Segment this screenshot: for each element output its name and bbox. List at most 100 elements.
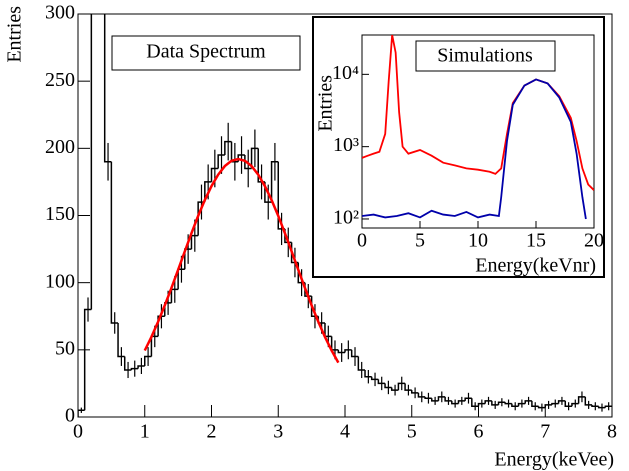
x-tick-label: 20 <box>584 230 604 252</box>
histogram-bin <box>597 406 606 409</box>
x-tick-label: 0 <box>357 230 367 252</box>
histogram-bin <box>110 161 119 324</box>
x-tick-label: 7 <box>540 421 550 443</box>
histogram-bin <box>384 383 392 389</box>
histogram-bin <box>224 140 232 156</box>
histogram-bin <box>511 403 519 408</box>
y-tick-label: 50 <box>55 337 75 359</box>
histogram-bin <box>270 161 279 203</box>
chart-title: Data Spectrum <box>146 41 266 63</box>
y-axis-title: Entries <box>4 6 26 63</box>
histogram-bin <box>377 379 386 385</box>
histogram-bin <box>431 398 439 402</box>
inset-title-box <box>415 40 556 72</box>
histogram-bin <box>103 14 112 163</box>
histogram-bin <box>444 396 452 402</box>
histogram-bin <box>604 405 612 408</box>
histogram-bin <box>357 356 366 371</box>
histogram-bin <box>537 406 546 409</box>
histogram-bin <box>390 387 399 391</box>
histogram-bin <box>404 383 412 391</box>
x-tick-label: 8 <box>607 421 617 443</box>
y-tick-label: 150 <box>45 203 75 225</box>
histogram-bin <box>497 401 506 405</box>
histogram-bin <box>78 409 85 417</box>
x-tick-label: 10 <box>468 230 488 252</box>
histogram-bin <box>250 147 259 169</box>
histogram-bin <box>244 155 252 170</box>
histogram-bin <box>90 14 93 310</box>
histogram-bin <box>197 201 205 236</box>
title-box <box>111 35 301 71</box>
histogram-bin <box>137 365 145 369</box>
y-tick-label: 10² <box>333 207 359 229</box>
histogram-bin <box>144 355 152 366</box>
x-tick-label: 5 <box>407 421 417 443</box>
histogram-bin <box>83 308 92 411</box>
histogram-bin <box>504 402 512 405</box>
y-tick-label: 0 <box>65 405 75 427</box>
histogram-bin <box>204 181 212 203</box>
histogram-bin <box>471 398 479 408</box>
x-tick-label: 0 <box>73 421 83 443</box>
histogram-bin <box>123 356 132 371</box>
x-tick-label: 3 <box>273 421 283 443</box>
histogram-bin <box>577 396 586 404</box>
histogram-bin <box>217 154 225 169</box>
histogram-bin <box>210 167 219 182</box>
x-tick-label: 4 <box>340 421 350 443</box>
y-tick-label: 100 <box>45 270 75 292</box>
histogram-bin <box>370 376 379 381</box>
histogram-bin <box>571 402 579 407</box>
inset-title: Simulations <box>437 45 533 67</box>
y-tick-label: 10³ <box>333 134 359 156</box>
x-axis-title: Energy(keVee) <box>494 449 614 471</box>
histogram-bin <box>344 349 352 353</box>
inset-x-axis-title: Energy(keVnr) <box>475 255 596 277</box>
histogram-bin <box>584 396 592 406</box>
histogram-bin <box>117 322 125 358</box>
histogram-bin <box>557 400 566 404</box>
plot-layer: 0 5 10 15 20 10² 10³ 10⁴ <box>332 35 604 252</box>
x-tick-label: 5 <box>415 230 425 252</box>
histogram-bin <box>457 400 466 404</box>
fit-curve <box>143 157 340 364</box>
series-line <box>362 78 587 220</box>
histogram-bin <box>517 402 526 407</box>
y-tick-label: 300 <box>45 2 75 24</box>
histogram-bin <box>424 396 432 399</box>
histogram-bin <box>591 404 599 408</box>
histogram-bin <box>417 392 426 398</box>
histogram-bin <box>350 349 359 358</box>
y-tick-label: 200 <box>45 136 75 158</box>
histogram-bin <box>484 400 492 404</box>
x-tick-label: 6 <box>474 421 484 443</box>
histogram-bin <box>411 390 419 394</box>
inset-y-axis-title: Entries <box>315 75 337 132</box>
x-tick-label: 15 <box>526 230 546 252</box>
histogram-bin <box>397 382 406 391</box>
inset-plot: 0 5 10 15 20 10² 10³ 10⁴ Simulations Entries En… <box>312 16 605 278</box>
histogram-bin <box>437 396 446 401</box>
y-tick-label: 250 <box>45 69 75 91</box>
y-tick-label: 10⁴ <box>332 62 359 84</box>
histogram-bin <box>551 402 559 405</box>
histogram-bin <box>491 400 499 406</box>
histogram-bin <box>157 315 165 337</box>
histogram-bin <box>531 400 539 408</box>
histogram-bin <box>464 397 472 401</box>
x-tick-label: 1 <box>140 421 150 443</box>
histogram-bin <box>337 349 345 354</box>
histogram-bin <box>130 367 139 370</box>
histogram-bin <box>451 400 459 405</box>
x-tick-label: 2 <box>207 421 217 443</box>
plot-area <box>362 35 594 220</box>
plot-area <box>78 14 612 417</box>
histogram-bin <box>564 400 572 408</box>
histogram-bin <box>364 369 372 378</box>
histogram-bin <box>524 400 532 404</box>
